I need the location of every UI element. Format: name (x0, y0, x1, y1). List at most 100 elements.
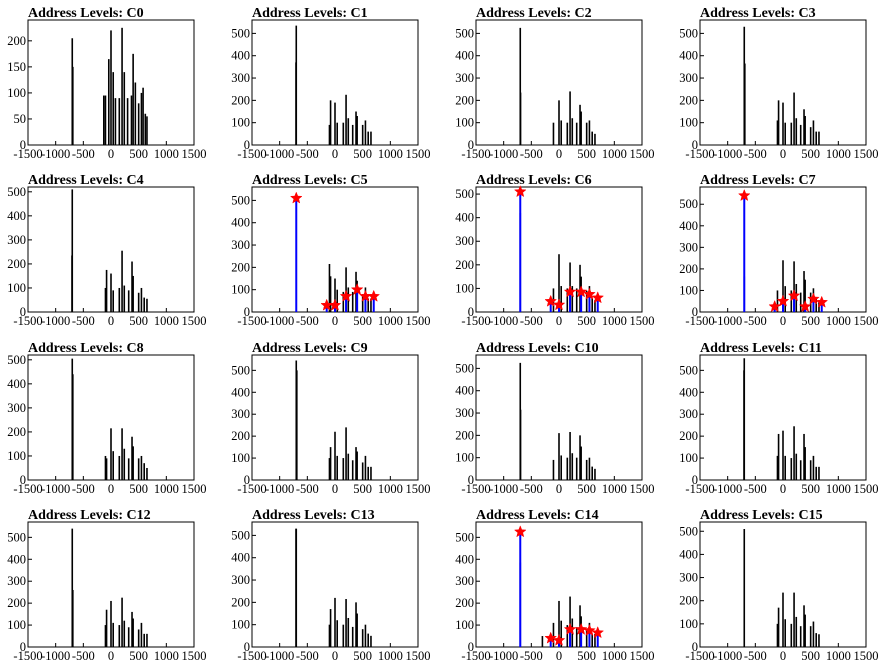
y-tick-label: 100 (231, 618, 250, 632)
x-tick-label: 1500 (630, 147, 655, 161)
peak-marker (289, 191, 303, 204)
y-tick-label: 100 (7, 618, 26, 632)
x-tick-label: -1000 (265, 482, 294, 496)
y-tick-label: 100 (7, 86, 26, 100)
x-tick-label: 500 (129, 314, 148, 328)
y-tick-label: 200 (231, 93, 250, 107)
x-tick-label: -1500 (461, 147, 490, 161)
y-tick-label: 200 (679, 429, 698, 443)
y-tick-label: 200 (455, 258, 474, 272)
x-tick-label: -1500 (461, 482, 490, 496)
y-tick-label: 100 (679, 116, 698, 130)
y-tick-label: 150 (7, 60, 26, 74)
x-tick-label: 1500 (630, 649, 655, 663)
y-tick-label: 400 (231, 385, 250, 399)
y-tick-label: 300 (231, 573, 250, 587)
peak-marker (574, 622, 588, 635)
x-tick-label: 0 (332, 482, 338, 496)
x-tick-label: -500 (296, 482, 319, 496)
x-tick-label: -1000 (489, 147, 518, 161)
x-tick-label: 1000 (602, 147, 627, 161)
y-tick-label: 300 (7, 233, 26, 247)
chart-title: Address Levels: C10 (476, 341, 599, 356)
y-tick-label: 0 (20, 473, 26, 487)
x-tick-label: -1000 (265, 314, 294, 328)
chart-title: Address Levels: C13 (252, 508, 375, 523)
y-tick-label: 500 (7, 353, 26, 367)
y-tick-label: 100 (7, 281, 26, 295)
y-tick-label: 500 (231, 363, 250, 377)
x-tick-label: -1500 (237, 649, 266, 663)
x-tick-label: 1500 (630, 482, 655, 496)
peak-marker (737, 188, 751, 202)
x-tick-label: 0 (332, 649, 338, 663)
x-tick-label: -1500 (685, 147, 714, 161)
peak-marker (798, 299, 812, 313)
chart-panel: Address Levels: C15 0 100 200 300 400 500 -1500… (679, 508, 878, 663)
y-tick-label: 400 (679, 219, 698, 233)
y-tick-label: 0 (244, 138, 250, 152)
chart-panel: Address Levels: C90100200300400500-1500-… (231, 341, 430, 496)
x-tick-label: 0 (556, 314, 562, 328)
chart-panel: Address Levels: C70100200300400500-1500-… (679, 173, 878, 328)
x-tick-label: -1500 (461, 649, 490, 663)
x-tick-label: -500 (296, 314, 319, 328)
x-tick-label: 0 (108, 482, 114, 496)
y-tick-label: 0 (468, 305, 474, 319)
y-tick-label: 200 (679, 93, 698, 107)
y-tick-label: 100 (455, 451, 474, 465)
x-tick-label: 0 (332, 147, 338, 161)
y-tick-label: 0 (692, 305, 698, 319)
x-tick-label: 0 (780, 314, 786, 328)
y-tick-label: 100 (7, 449, 26, 463)
peak-marker (591, 626, 605, 639)
chart-title: Address Levels: C14 (476, 508, 599, 523)
y-tick-label: 300 (231, 71, 250, 85)
chart-title: Address Levels: C12 (28, 508, 151, 523)
y-tick-label: 400 (455, 49, 474, 63)
y-tick-label: 400 (7, 552, 26, 566)
peak-marker (513, 525, 527, 538)
peak-marker (328, 298, 342, 311)
chart-panel: Address Levels: C80100200300400500-1500-… (7, 341, 206, 496)
x-tick-label: -500 (744, 649, 767, 663)
peak-marker (552, 633, 566, 646)
x-tick-label: 500 (129, 482, 148, 496)
x-tick-label: -1500 (237, 482, 266, 496)
x-tick-label: 1000 (602, 649, 627, 663)
y-tick-label: 0 (692, 138, 698, 152)
x-tick-label: 1500 (406, 147, 431, 161)
x-tick-label: 0 (556, 147, 562, 161)
peak-marker (367, 289, 381, 302)
peak-marker (544, 631, 558, 644)
y-tick-label: 500 (679, 363, 698, 377)
peak-marker (574, 285, 588, 298)
y-tick-label: 200 (679, 262, 698, 276)
peak-marker (563, 622, 577, 635)
y-tick-label: 300 (7, 574, 26, 588)
x-tick-label: 1000 (826, 147, 851, 161)
x-tick-label: 500 (577, 482, 596, 496)
x-tick-label: -1000 (489, 314, 518, 328)
y-tick-label: 200 (231, 595, 250, 609)
y-tick-label: 300 (455, 234, 474, 248)
x-tick-label: -1000 (713, 314, 742, 328)
y-tick-label: 400 (679, 385, 698, 399)
peak-marker (591, 291, 605, 304)
y-tick-label: 100 (231, 116, 250, 130)
x-tick-label: 1000 (826, 314, 851, 328)
x-tick-label: 0 (780, 649, 786, 663)
peak-marker (552, 298, 566, 311)
x-tick-label: 1500 (854, 147, 879, 161)
chart-panel: Address Levels: C60100200300400500-1500-… (455, 173, 654, 328)
chart-panel: Address Levels: C40100200300400500-1500-… (7, 173, 206, 328)
y-tick-label: 0 (692, 473, 698, 487)
x-tick-label: -1000 (265, 649, 294, 663)
y-tick-label: 300 (7, 401, 26, 415)
x-tick-label: 500 (353, 649, 372, 663)
x-tick-label: -1000 (41, 314, 70, 328)
x-tick-label: -500 (72, 147, 95, 161)
x-tick-label: 1000 (826, 649, 851, 663)
chart-title: Address Levels: C2 (476, 6, 592, 21)
x-tick-label: -500 (744, 314, 767, 328)
